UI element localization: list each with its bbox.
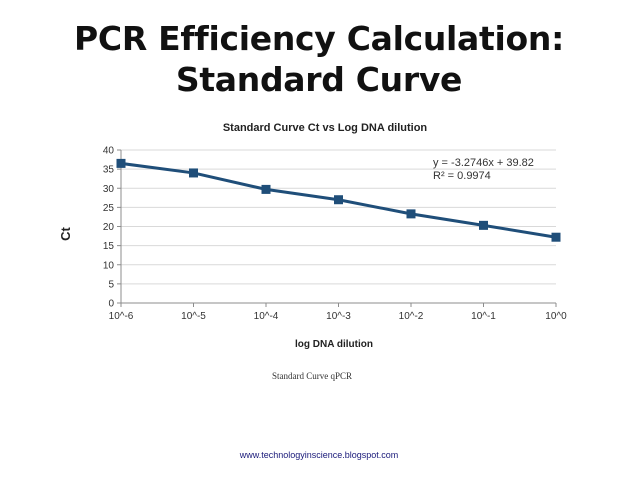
data-point-4 xyxy=(406,209,416,219)
y-axis-label: Ct xyxy=(58,226,73,240)
source-url: www.technologyinscience.blogspot.com xyxy=(239,450,399,460)
slide-title: PCR Efficiency Calculation: Standard Cur… xyxy=(0,18,638,100)
x-tick-label-6: 10^0 xyxy=(545,311,567,322)
y-tick-label-30: 30 xyxy=(103,184,115,195)
r-squared-value: R² = 0.9974 xyxy=(433,170,491,182)
y-tick-label-10: 10 xyxy=(103,260,115,271)
y-tick-label-20: 20 xyxy=(103,222,115,233)
y-tick-label-15: 15 xyxy=(103,241,115,252)
y-tick-label-40: 40 xyxy=(103,146,115,157)
x-tick-label-1: 10^-5 xyxy=(181,311,206,322)
slide-title-line-1: PCR Efficiency Calculation: xyxy=(74,19,564,58)
trendline-equation: y = -3.2746x + 39.82 xyxy=(433,157,534,169)
data-point-3 xyxy=(334,195,343,205)
data-point-5 xyxy=(479,220,488,230)
figure-caption: Standard Curve qPCR xyxy=(272,371,352,381)
data-point-1 xyxy=(189,168,198,178)
y-tick-label-5: 5 xyxy=(108,279,114,290)
x-tick-label-0: 10^-6 xyxy=(109,311,134,322)
x-tick-label-4: 10^-2 xyxy=(399,311,424,322)
chart-title: Standard Curve Ct vs Log DNA dilution xyxy=(223,122,428,134)
data-point-6 xyxy=(551,232,561,242)
data-point-2 xyxy=(261,184,271,194)
x-tick-label-5: 10^-1 xyxy=(471,311,496,322)
y-tick-label-35: 35 xyxy=(103,165,115,176)
series-ct xyxy=(116,158,561,242)
slide-title-line-2: Standard Curve xyxy=(175,60,463,99)
axes xyxy=(117,149,557,307)
y-tick-labels: 0 5 10 15 20 25 30 35 40 xyxy=(103,146,115,310)
x-tick-label-2: 10^-4 xyxy=(254,311,279,322)
y-tick-label-25: 25 xyxy=(103,203,115,214)
x-tick-labels: 10^-6 10^-5 10^-4 10^-3 10^-2 10^-1 10^0 xyxy=(109,311,567,322)
y-tick-label-0: 0 xyxy=(108,299,114,310)
x-tick-label-3: 10^-3 xyxy=(326,311,351,322)
data-point-0 xyxy=(116,158,126,168)
x-axis-label: log DNA dilution xyxy=(295,339,373,350)
